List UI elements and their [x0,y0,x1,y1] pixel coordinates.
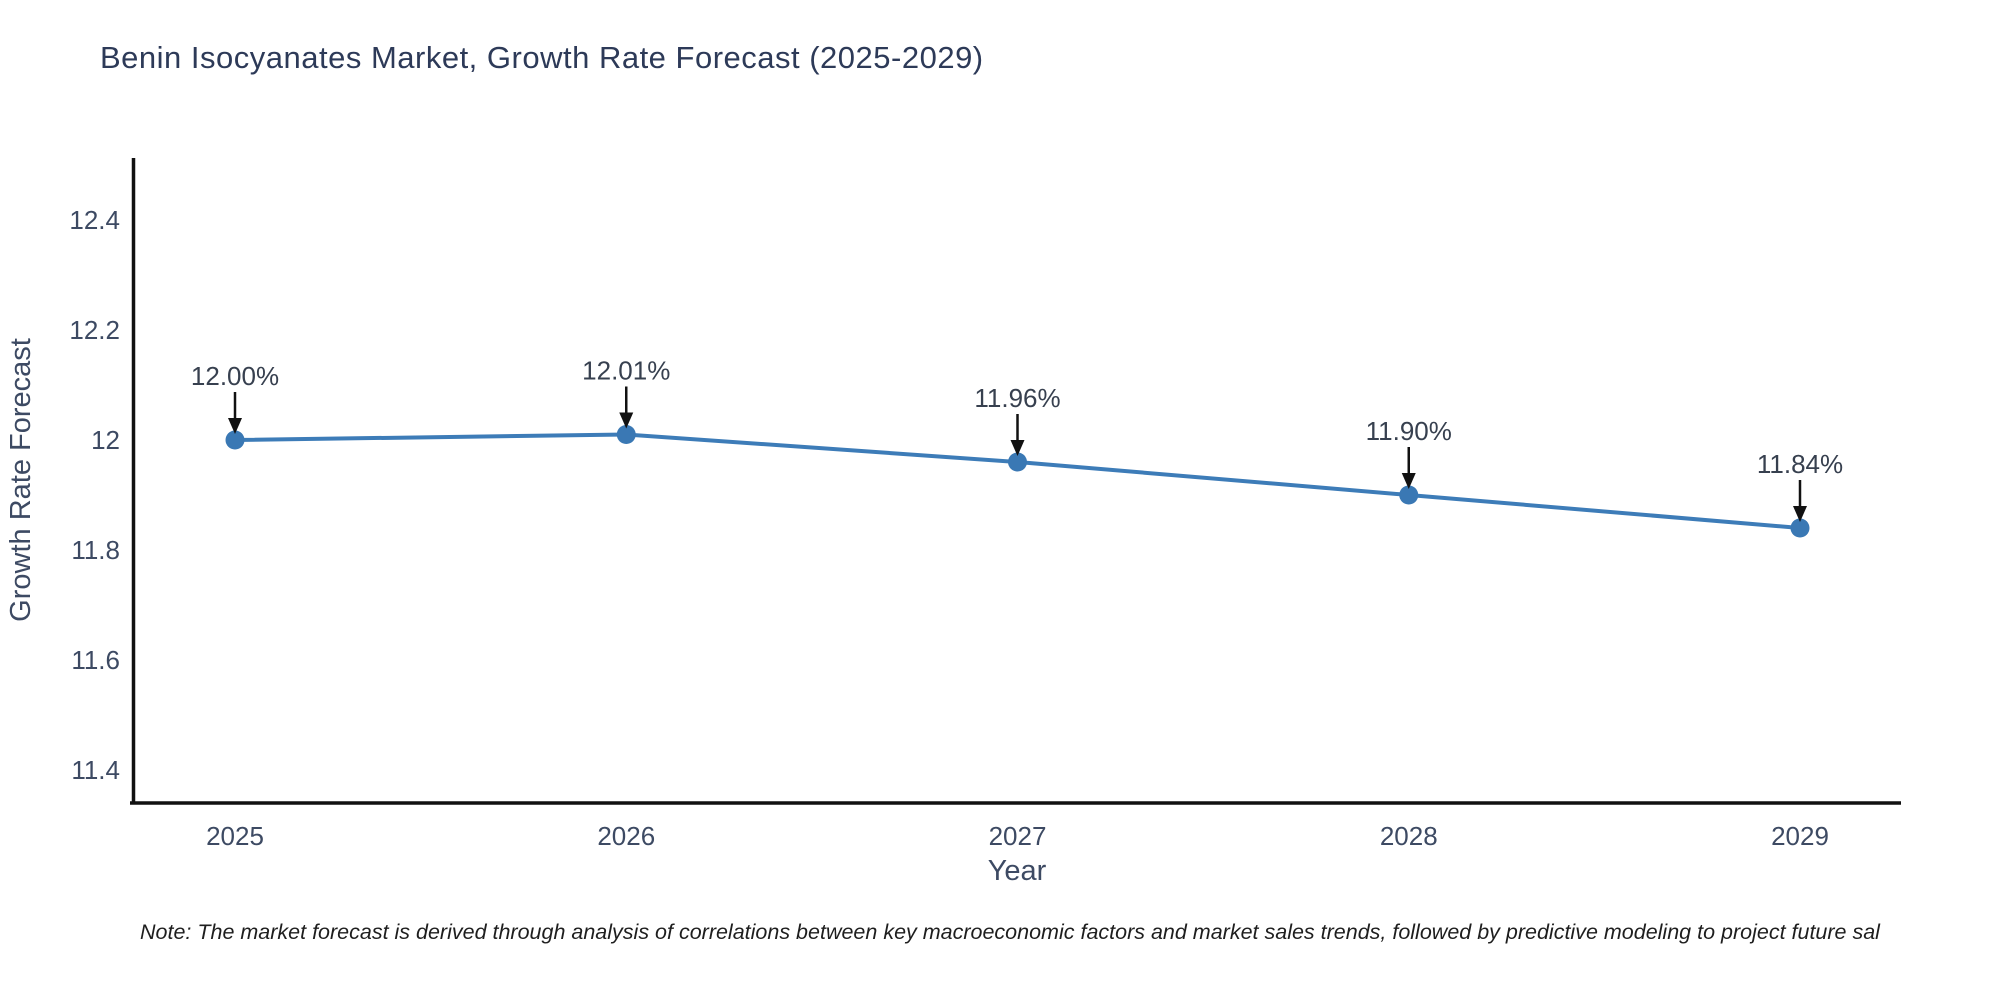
x-tick-label: 2027 [989,821,1047,851]
data-point-label: 12.01% [582,356,670,386]
data-point-label: 11.84% [1757,449,1843,479]
data-point-label: 11.96% [974,383,1060,413]
data-point-marker [225,430,245,450]
x-tick-label: 2029 [1771,821,1829,851]
y-axis-title: Growth Rate Forecast [5,338,37,622]
y-tick-label: 12.2 [69,315,120,345]
y-tick-label: 12.4 [69,205,120,235]
annotation-arrow-head [1401,473,1416,489]
data-point-marker [1399,485,1419,505]
footnote: Note: The market forecast is derived thr… [140,920,1880,944]
data-point-label: 11.90% [1366,416,1452,446]
annotation-arrow-head [1793,506,1807,522]
annotation-arrow-head [619,412,634,429]
x-tick-label: 2026 [597,821,655,851]
chart-title: Benin Isocyanates Market, Growth Rate Fo… [100,40,984,75]
x-tick-label: 2025 [206,821,264,851]
annotation-arrow-head [1010,440,1025,456]
y-tick-label: 11.6 [71,645,120,675]
y-tick-label: 11.8 [71,535,120,565]
y-tick-label: 12 [91,425,120,455]
y-tick-label: 11.4 [71,755,120,785]
data-point-marker [1008,452,1027,472]
data-point-label: 12.00% [191,361,279,391]
data-point-marker [616,425,636,444]
data-point-marker [1790,518,1810,538]
x-axis-title: Year [988,855,1047,887]
x-tick-label: 2028 [1380,821,1438,851]
annotation-arrow-head [228,418,242,434]
